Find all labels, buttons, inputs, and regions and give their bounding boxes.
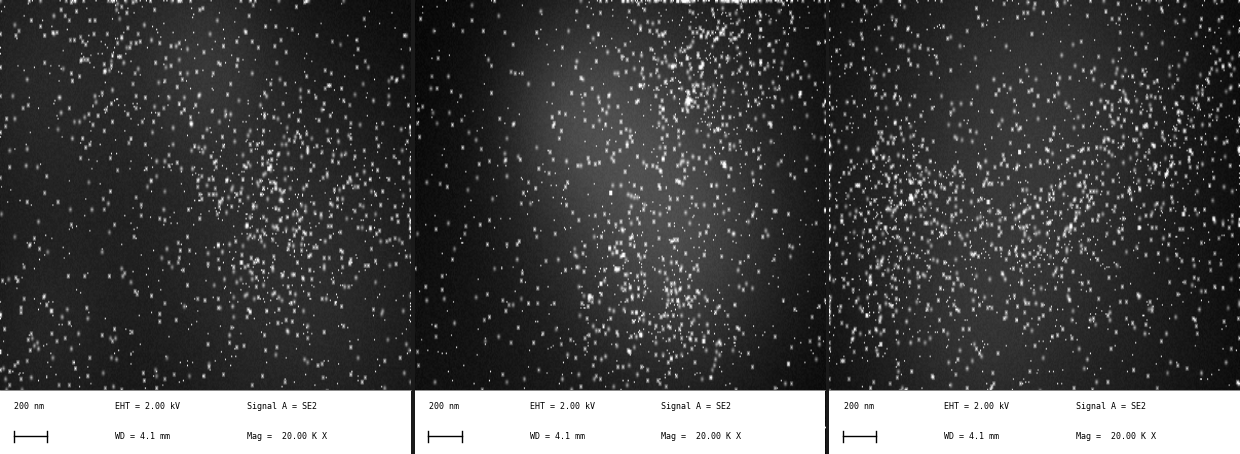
- Text: Signal A = SE2: Signal A = SE2: [661, 402, 732, 411]
- Text: EHT = 2.00 kV: EHT = 2.00 kV: [115, 402, 180, 411]
- Text: EHT = 2.00 kV: EHT = 2.00 kV: [944, 402, 1009, 411]
- Bar: [0, 390, 410, 454]
- Text: Mag =  20.00 K X: Mag = 20.00 K X: [661, 432, 742, 441]
- Text: WD = 4.1 mm: WD = 4.1 mm: [529, 432, 584, 441]
- Text: EHT = 2.00 kV: EHT = 2.00 kV: [529, 402, 595, 411]
- Text: Mag =  20.00 K X: Mag = 20.00 K X: [247, 432, 326, 441]
- Text: Mag =  20.00 K X: Mag = 20.00 K X: [1075, 432, 1156, 441]
- Bar: [830, 390, 1240, 454]
- Text: Signal A = SE2: Signal A = SE2: [247, 402, 316, 411]
- Text: WD = 4.1 mm: WD = 4.1 mm: [944, 432, 999, 441]
- Text: Signal A = SE2: Signal A = SE2: [1075, 402, 1146, 411]
- Text: WD = 4.1 mm: WD = 4.1 mm: [115, 432, 170, 441]
- Text: 200 nm: 200 nm: [843, 402, 873, 411]
- Text: 200 nm: 200 nm: [15, 402, 45, 411]
- Bar: [414, 390, 826, 454]
- Text: 200 nm: 200 nm: [429, 402, 459, 411]
